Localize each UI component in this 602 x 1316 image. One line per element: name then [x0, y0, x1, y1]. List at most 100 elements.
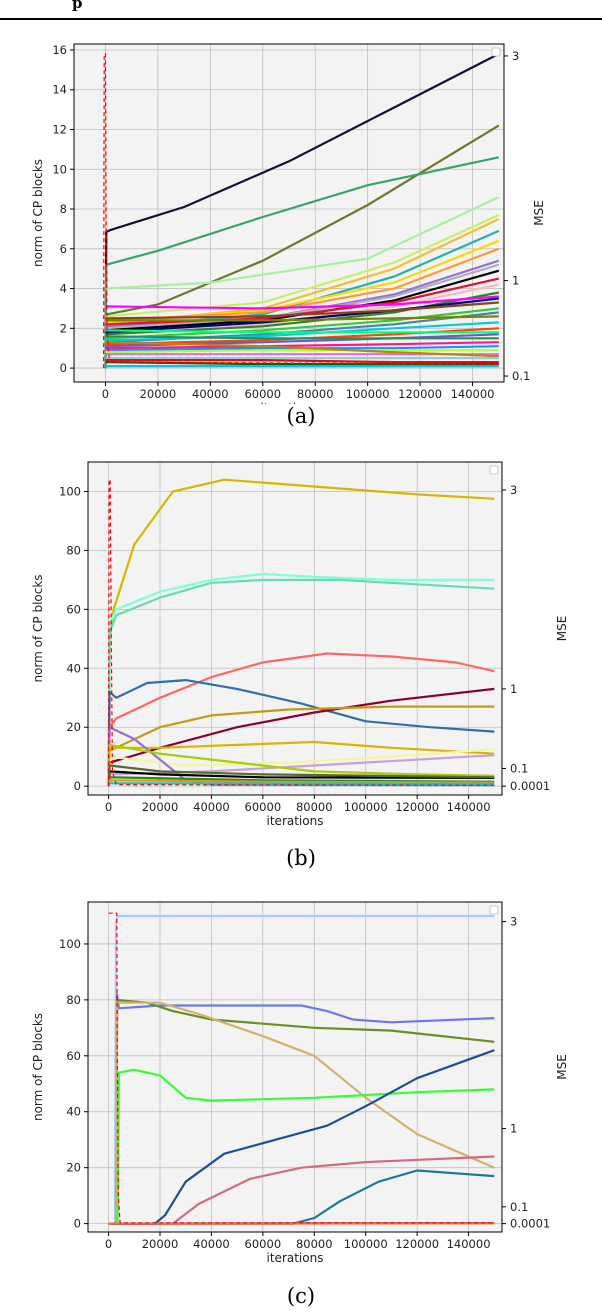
- series-line-16: [105, 295, 499, 310]
- y-tick-label: 0: [74, 1217, 81, 1231]
- series-line-2: [107, 572, 495, 787]
- series-line-4: [108, 1001, 495, 1225]
- legend-box: [491, 47, 501, 57]
- x-tick-label: 40000: [192, 387, 229, 401]
- y-tick-label: 8: [60, 202, 67, 216]
- y-tick-label: 60: [66, 1049, 81, 1063]
- x-tick-label: 40000: [193, 1237, 230, 1251]
- y-tick-label: 10: [52, 162, 67, 176]
- series-group-a: [103, 52, 500, 369]
- legend-box: [489, 905, 499, 915]
- series-line-19: [105, 307, 499, 340]
- mse-curve: [108, 479, 495, 787]
- y-tick-label: 20: [66, 1161, 81, 1175]
- series-line-21: [105, 315, 499, 322]
- right-tick-label: 0.0001: [510, 779, 550, 793]
- y-tick-label: 80: [66, 993, 81, 1007]
- x-tick-label: 20000: [140, 387, 177, 401]
- x-tick-label: 40000: [193, 800, 230, 814]
- series-group-b: [107, 478, 495, 787]
- x-tick-label: 80000: [297, 387, 334, 401]
- series-line-3: [104, 156, 500, 369]
- x-tick-label: 120000: [395, 1237, 439, 1251]
- caption-a: (a): [286, 404, 316, 428]
- chart-a: 0 20000 40000 60000 80000 100000 120000 140000 0…: [31, 43, 546, 404]
- series-line-31: [105, 341, 499, 358]
- y-tick-label: 6: [60, 242, 67, 256]
- x-tick-label: 80000: [296, 800, 333, 814]
- x-tick-label: 0: [102, 387, 109, 401]
- right-axis-label: MSE: [532, 200, 546, 226]
- x-tick-label: 0: [105, 800, 112, 814]
- chart-c: 0 20000 40000 60000 80000 100000 120000 140000 0…: [31, 901, 569, 1265]
- right-tick-label: 0.1: [512, 369, 530, 383]
- x-axis-label: iterations: [267, 814, 324, 828]
- series-line-5: [105, 213, 500, 318]
- right-tick-label: 1: [510, 1122, 517, 1136]
- series-line-5: [107, 679, 495, 787]
- plot-area-c: [88, 902, 502, 1232]
- x-tick-label: 100000: [346, 387, 390, 401]
- mse-curve: [103, 53, 499, 369]
- y-tick-label: 4: [60, 282, 67, 296]
- x-tick-label: 120000: [398, 387, 442, 401]
- caption-b: (b): [286, 846, 316, 870]
- legend-box: [489, 465, 499, 475]
- right-tick-label: 1: [510, 682, 517, 696]
- plot-frame: [87, 461, 503, 796]
- series-line-4: [105, 196, 500, 290]
- series-line-33: [105, 359, 499, 364]
- series-group-c: [108, 912, 495, 1225]
- x-tick-label: 60000: [245, 1237, 282, 1251]
- caption-c: (c): [286, 1284, 316, 1308]
- y-tick-label: 14: [52, 83, 67, 97]
- figure-b: 0 20000 40000 60000 80000 100000 120000 140000 0…: [0, 448, 602, 883]
- x-tick-label: 140000: [447, 1237, 491, 1251]
- x-tick-label: 20000: [142, 800, 179, 814]
- x-tick-label: 100000: [344, 1237, 388, 1251]
- right-tick-label: 3: [510, 915, 517, 929]
- y-tick-label: 60: [66, 602, 81, 616]
- series-line-18: [105, 301, 499, 320]
- right-tick-label: 0.1: [510, 761, 528, 775]
- series-line-17: [105, 297, 499, 334]
- y-tick-label: 0: [74, 779, 81, 793]
- x-tick-label: 20000: [142, 1237, 179, 1251]
- page-header-rule: p: [0, 0, 602, 20]
- x-tick-label: 100000: [344, 800, 388, 814]
- x-axis-label: iterations: [261, 401, 318, 404]
- right-axis-label: MSE: [555, 1054, 569, 1080]
- y-tick-label: 40: [66, 1105, 81, 1119]
- y-axis-label: norm of CP blocks: [31, 159, 45, 267]
- right-tick-label: 3: [512, 49, 519, 63]
- y-tick-label: 100: [59, 484, 81, 498]
- y-tick-label: 16: [52, 43, 67, 57]
- x-tick-label: 60000: [244, 387, 281, 401]
- series-line-24: [105, 329, 499, 334]
- x-tick-label: 140000: [447, 800, 491, 814]
- right-tick-label: 0.0001: [510, 1217, 550, 1231]
- series-line-3: [107, 578, 495, 787]
- y-axis-label: norm of CP blocks: [31, 574, 45, 682]
- right-tick-label: 3: [510, 483, 517, 497]
- plot-area-b: [88, 462, 502, 795]
- right-axis-label: MSE: [555, 616, 569, 642]
- series-line-12: [107, 743, 495, 787]
- series-line-6: [108, 1049, 495, 1225]
- right-tick-label: 1: [512, 274, 519, 288]
- figure-a: 0 20000 40000 60000 80000 100000 120000 140000 0…: [0, 20, 602, 435]
- x-tick-label: 120000: [395, 800, 439, 814]
- series-line-27: [105, 341, 499, 350]
- mse-curve: [108, 912, 495, 1224]
- series-line-5: [108, 1068, 495, 1225]
- right-tick-label: 0.1: [510, 1200, 528, 1214]
- x-tick-label: 60000: [245, 800, 282, 814]
- y-tick-label: 40: [66, 661, 81, 675]
- x-tick-label: 80000: [296, 1237, 333, 1251]
- chart-b: 0 20000 40000 60000 80000 100000 120000 140000 0…: [31, 461, 569, 828]
- figure-c: 0 20000 40000 60000 80000 100000 120000 140000 0…: [0, 892, 602, 1316]
- y-tick-label: 12: [52, 122, 67, 136]
- series-line-14: [107, 764, 495, 787]
- plot-frame: [73, 43, 505, 383]
- x-axis-label: iterations: [267, 1251, 324, 1265]
